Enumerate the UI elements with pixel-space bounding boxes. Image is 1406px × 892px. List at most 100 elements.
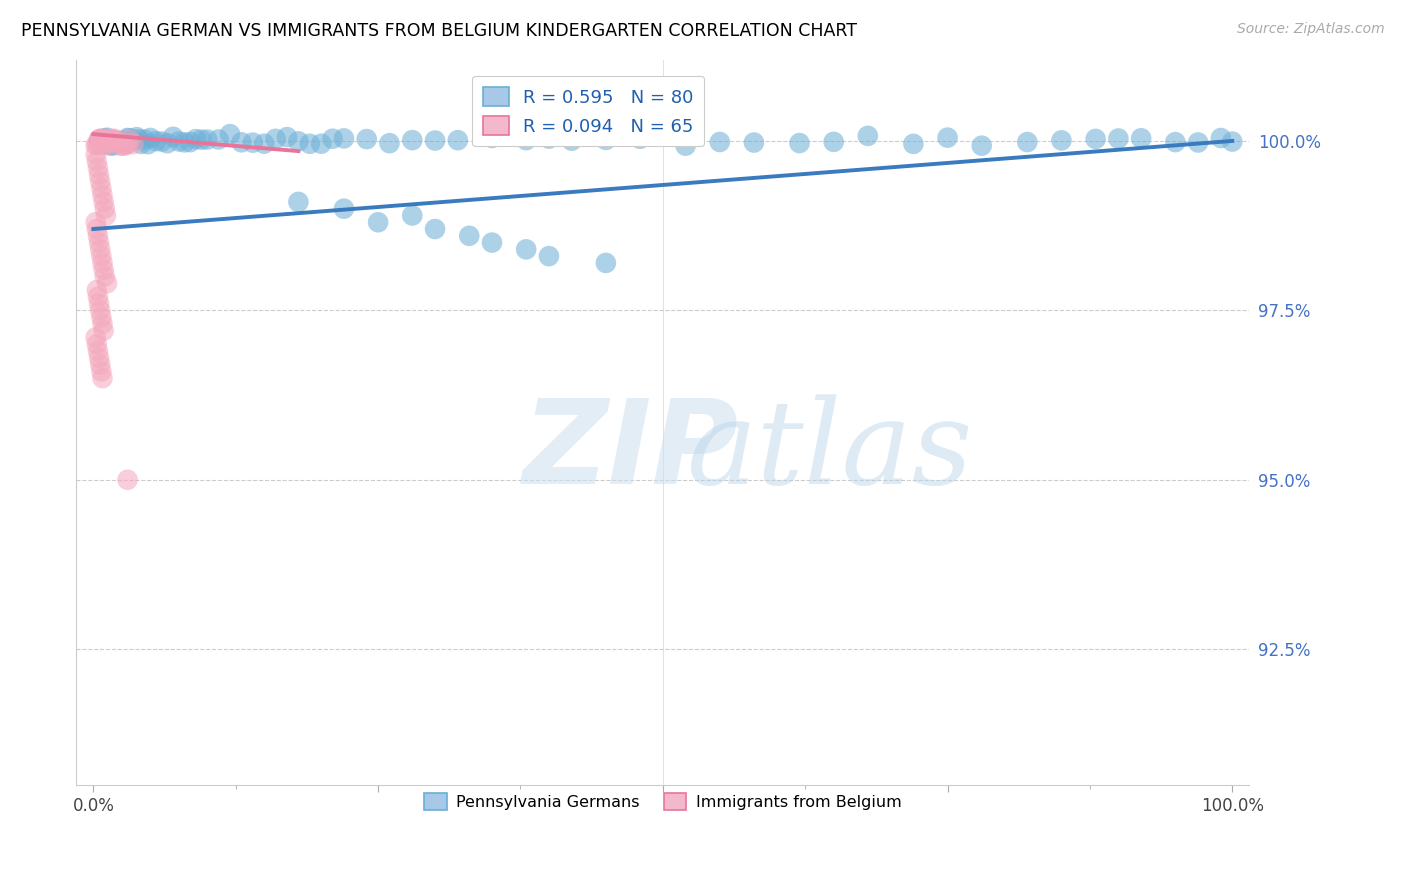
Point [86, 154, 108, 169]
Point [84, 215, 107, 229]
Point [90, 136, 112, 150]
Point [231, 136, 253, 150]
Point [87, 351, 110, 365]
Point [96, 277, 118, 291]
Point [94, 202, 117, 216]
Point [515, 133, 537, 147]
Point [537, 249, 560, 263]
Point [93, 324, 115, 338]
Point [356, 132, 378, 146]
Point [481, 131, 503, 145]
Point [114, 136, 136, 151]
Point [561, 134, 583, 148]
Point [103, 131, 125, 145]
Point [970, 138, 993, 153]
Point [90, 364, 112, 378]
Point [129, 136, 152, 151]
Point [139, 131, 162, 145]
Point [322, 132, 344, 146]
Point [195, 132, 218, 146]
Point [136, 137, 159, 152]
Point [173, 136, 195, 150]
Point [184, 132, 207, 146]
Point [105, 136, 128, 150]
Point [190, 133, 212, 147]
Point [145, 134, 167, 148]
Point [100, 132, 122, 146]
Point [150, 135, 173, 149]
Point [93, 194, 115, 209]
Point [91, 132, 114, 146]
Point [104, 134, 127, 148]
Point [89, 175, 111, 189]
Point [378, 136, 401, 151]
Point [87, 290, 110, 304]
Point [90, 181, 112, 195]
Point [309, 136, 332, 151]
Point [84, 330, 107, 344]
Point [134, 133, 156, 147]
Point [287, 194, 309, 209]
Point [903, 136, 925, 151]
Point [856, 128, 879, 143]
Point [117, 137, 139, 152]
Point [90, 133, 112, 147]
Point [91, 135, 114, 149]
Point [287, 134, 309, 148]
Point [595, 256, 617, 270]
Point [91, 256, 114, 270]
Point [219, 127, 242, 141]
Point [458, 228, 481, 243]
Point [117, 473, 139, 487]
Point [86, 137, 108, 152]
Point [87, 168, 110, 182]
Point [789, 136, 811, 150]
Point [1017, 135, 1039, 149]
Point [264, 132, 287, 146]
Point [89, 358, 111, 372]
Point [114, 138, 136, 153]
Point [1209, 131, 1232, 145]
Legend: Pennsylvania Germans, Immigrants from Belgium: Pennsylvania Germans, Immigrants from Be… [418, 787, 908, 817]
Point [709, 135, 731, 149]
Point [162, 129, 184, 144]
Point [447, 133, 470, 147]
Point [91, 137, 114, 152]
Point [936, 130, 959, 145]
Point [89, 131, 111, 145]
Point [87, 132, 110, 146]
Point [101, 132, 124, 146]
Point [93, 132, 115, 146]
Point [118, 131, 141, 145]
Point [94, 136, 117, 151]
Point [87, 133, 110, 147]
Point [94, 131, 117, 145]
Text: ZIP: ZIP [522, 393, 738, 508]
Point [333, 131, 356, 145]
Point [91, 371, 114, 385]
Point [423, 134, 446, 148]
Point [100, 134, 122, 148]
Point [89, 303, 111, 318]
Point [167, 135, 190, 149]
Point [97, 132, 120, 146]
Point [118, 132, 141, 146]
Point [105, 134, 128, 148]
Point [595, 133, 617, 147]
Point [87, 296, 110, 310]
Point [111, 138, 134, 153]
Point [276, 130, 298, 145]
Point [179, 135, 201, 149]
Point [107, 135, 129, 149]
Point [100, 138, 122, 153]
Point [742, 136, 765, 150]
Point [93, 262, 115, 277]
Point [111, 134, 134, 148]
Point [156, 136, 179, 151]
Point [91, 317, 114, 331]
Point [125, 130, 148, 145]
Point [333, 202, 356, 216]
Point [128, 132, 150, 146]
Point [89, 243, 111, 257]
Point [537, 131, 560, 145]
